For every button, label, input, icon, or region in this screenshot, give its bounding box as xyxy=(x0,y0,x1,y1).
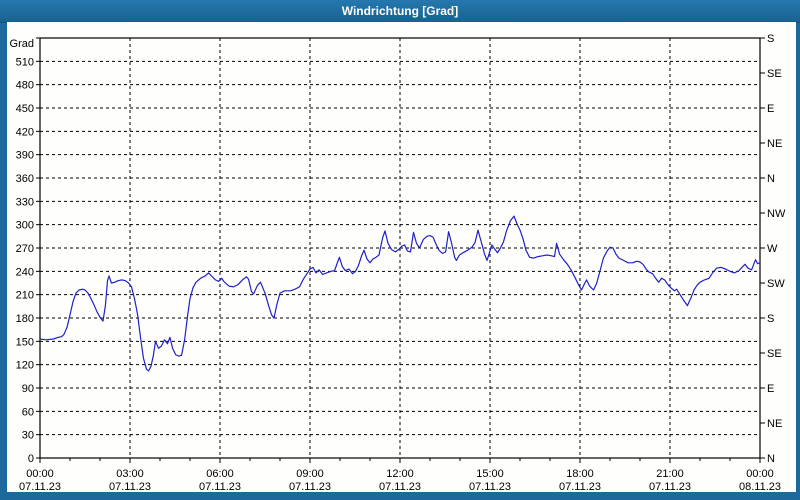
svg-text:180: 180 xyxy=(16,313,34,325)
svg-text:NE: NE xyxy=(767,418,782,430)
svg-text:90: 90 xyxy=(22,383,34,395)
svg-text:SW: SW xyxy=(767,278,785,290)
svg-text:150: 150 xyxy=(16,336,34,348)
svg-text:12:00: 12:00 xyxy=(386,468,414,480)
svg-text:SE: SE xyxy=(767,348,782,360)
svg-text:390: 390 xyxy=(16,150,34,162)
svg-text:08.11.23: 08.11.23 xyxy=(739,481,781,493)
svg-text:07.11.23: 07.11.23 xyxy=(289,481,331,493)
svg-text:0: 0 xyxy=(28,453,34,465)
svg-text:S: S xyxy=(767,33,774,45)
svg-text:06:00: 06:00 xyxy=(206,468,234,480)
svg-text:03:00: 03:00 xyxy=(116,468,144,480)
series-line-Windrichtung xyxy=(39,215,761,372)
svg-text:NW: NW xyxy=(767,208,786,220)
svg-text:07.11.23: 07.11.23 xyxy=(19,481,61,493)
svg-text:S: S xyxy=(767,313,774,325)
svg-text:07.11.23: 07.11.23 xyxy=(649,481,691,493)
svg-text:60: 60 xyxy=(22,406,34,418)
svg-text:330: 330 xyxy=(16,196,34,208)
svg-text:07.11.23: 07.11.23 xyxy=(109,481,151,493)
svg-text:300: 300 xyxy=(16,220,34,232)
svg-text:00:00: 00:00 xyxy=(26,468,54,480)
svg-text:00:00: 00:00 xyxy=(746,468,774,480)
svg-text:480: 480 xyxy=(16,80,34,92)
svg-text:07.11.23: 07.11.23 xyxy=(559,481,601,493)
gridlines xyxy=(40,38,760,458)
y-axis-left-title: Grad xyxy=(10,38,34,50)
svg-text:09:00: 09:00 xyxy=(296,468,324,480)
svg-text:420: 420 xyxy=(16,126,34,138)
y-axis-right: N NE E SE S SW W NW N NE E SE S xyxy=(760,33,786,465)
svg-text:N: N xyxy=(767,453,775,465)
svg-text:18:00: 18:00 xyxy=(566,468,594,480)
svg-text:120: 120 xyxy=(16,360,34,372)
svg-text:07.11.23: 07.11.23 xyxy=(469,481,511,493)
window-title: Windrichtung [Grad] xyxy=(341,4,459,18)
svg-text:07.11.23: 07.11.23 xyxy=(199,481,241,493)
svg-text:30: 30 xyxy=(22,430,34,442)
svg-text:450: 450 xyxy=(16,103,34,115)
svg-text:270: 270 xyxy=(16,243,34,255)
svg-text:SE: SE xyxy=(767,68,782,80)
svg-text:NE: NE xyxy=(767,138,782,150)
svg-text:15:00: 15:00 xyxy=(476,468,504,480)
svg-text:07.11.23: 07.11.23 xyxy=(379,481,421,493)
svg-text:510: 510 xyxy=(16,56,34,68)
svg-text:N: N xyxy=(767,173,775,185)
svg-text:240: 240 xyxy=(16,266,34,278)
svg-text:E: E xyxy=(767,103,774,115)
svg-text:21:00: 21:00 xyxy=(656,468,684,480)
svg-text:210: 210 xyxy=(16,290,34,302)
x-axis: 00:0007.11.2303:0007.11.2306:0007.11.230… xyxy=(19,458,781,493)
svg-text:360: 360 xyxy=(16,173,34,185)
y-axis-left: 0 30 60 90 120 150 180 210 240 270 300 330 360 390 420… xyxy=(10,37,40,465)
svg-text:E: E xyxy=(767,383,774,395)
chart-panel xyxy=(7,22,796,492)
svg-text:W: W xyxy=(767,243,778,255)
